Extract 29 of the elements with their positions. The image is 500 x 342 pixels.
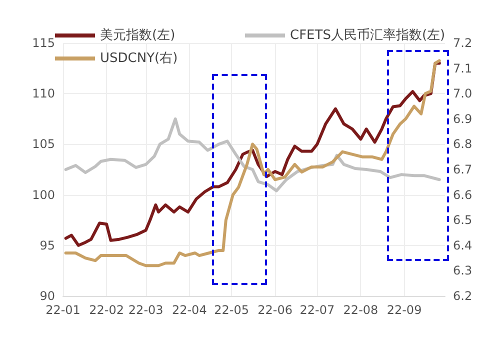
y-tick-label: 105 xyxy=(32,137,55,152)
x-tick-label: 22-02 xyxy=(89,303,124,317)
legend-label: CFETS人民币汇率指数(左) xyxy=(290,27,446,43)
x-tick-label: 22-07 xyxy=(300,303,335,317)
x-tick-label: 22-09 xyxy=(386,303,422,317)
y2-tick-label: 6.4 xyxy=(453,238,472,252)
x-tick-label: 22-03 xyxy=(128,303,164,317)
y2-tick-label: 6.2 xyxy=(453,289,472,303)
y2-tick-label: 6.3 xyxy=(453,264,472,278)
y2-tick-label: 6.8 xyxy=(453,137,472,152)
x-tick-label: 22-06 xyxy=(258,303,293,317)
y-tick-label: 115 xyxy=(32,36,55,50)
y-tick-label: 95 xyxy=(40,238,55,252)
y-tick-label: 110 xyxy=(32,86,55,101)
y2-tick-label: 6.7 xyxy=(453,162,472,176)
y2-tick-label: 6.6 xyxy=(453,188,472,202)
legend-label: 美元指数(左) xyxy=(100,27,176,43)
y2-tick-label: 6.9 xyxy=(453,112,472,126)
x-tick-label: 22-01 xyxy=(46,303,80,317)
x-tick-label: 22-04 xyxy=(172,303,207,317)
y2-tick-label: 7.1 xyxy=(453,61,472,76)
y-tick-label: 100 xyxy=(32,188,55,202)
x-tick-label: 22-08 xyxy=(343,303,378,317)
y2-tick-label: 7.2 xyxy=(453,36,472,50)
legend-label: USDCNY(右) xyxy=(100,51,178,66)
x-tick-label: 22-05 xyxy=(214,303,249,317)
y-tick-label: 90 xyxy=(40,289,55,303)
y2-tick-label: 6.5 xyxy=(453,213,472,228)
y2-tick-label: 7.0 xyxy=(453,86,472,101)
